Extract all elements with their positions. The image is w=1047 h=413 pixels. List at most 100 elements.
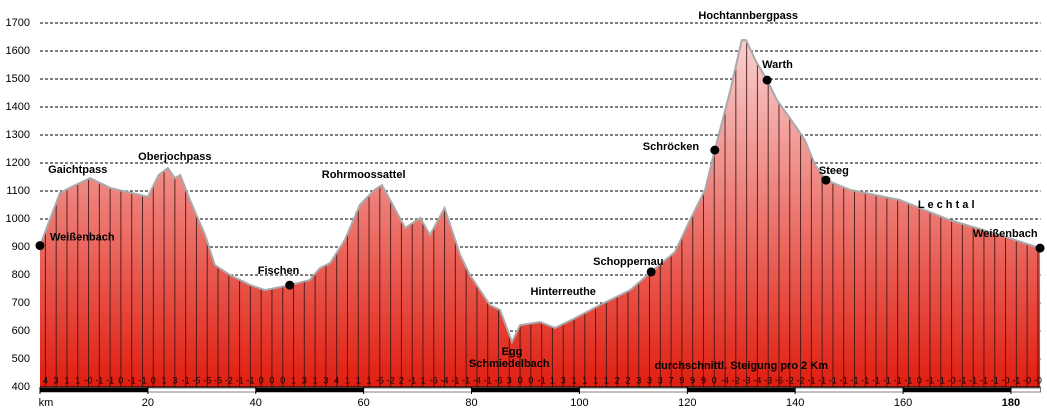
gradient-label: -1: [969, 375, 977, 385]
x-tick-label: 180: [1002, 397, 1020, 409]
axis-segment: [579, 387, 688, 393]
waypoint-label: Schoppernau: [593, 256, 663, 268]
gradient-label: 1: [593, 375, 598, 385]
gradient-label: -1: [451, 375, 459, 385]
x-tick-label: 20: [142, 397, 154, 409]
gradient-label: 3: [54, 375, 59, 385]
area-fill: [40, 40, 1041, 387]
y-tick-label: 1300: [6, 129, 30, 141]
gradient-label: 0: [259, 375, 264, 385]
y-tick-label: 600: [12, 325, 30, 337]
gradient-label: 9: [690, 375, 695, 385]
gradient-label: 3: [636, 375, 641, 385]
annotation: Hinterreuthe: [531, 286, 596, 298]
gradient-label: -0: [1002, 375, 1010, 385]
gradient-label: -4: [441, 375, 449, 385]
gradient-label: 1: [367, 375, 372, 385]
gradient-label: -1: [937, 375, 945, 385]
axis-segment: [471, 387, 580, 393]
gradient-label: -4: [753, 375, 761, 385]
gradient-label: 2: [615, 375, 620, 385]
y-tick-label: 1400: [6, 101, 30, 113]
gradient-label: 3: [647, 375, 652, 385]
gradient-label: -1: [95, 375, 103, 385]
y-tick-label: 500: [12, 353, 30, 365]
gradient-label: 1: [64, 375, 69, 385]
x-tick-label: km: [39, 397, 54, 409]
y-tick-label: 900: [12, 241, 30, 253]
gradient-label: -0: [1034, 375, 1042, 385]
gradient-label: -1: [807, 375, 815, 385]
y-tick-label: 800: [12, 269, 30, 281]
axis-segment: [902, 387, 1012, 393]
gradient-label: -1: [829, 375, 837, 385]
gradient-label: 1: [162, 375, 167, 385]
gradient-label: 0: [917, 375, 922, 385]
axis-segment: [363, 387, 472, 393]
gradient-label: 0: [118, 375, 123, 385]
gradient-label: -2: [786, 375, 794, 385]
axis-segment: [794, 387, 904, 393]
waypoint: [646, 267, 656, 277]
gradient-label: -1: [872, 375, 880, 385]
gradient-label: 3: [561, 375, 566, 385]
gradient-label: 2: [399, 375, 404, 385]
gradient-label: -3: [764, 375, 772, 385]
gradient-label: 1: [75, 375, 80, 385]
gradient-label: 0: [151, 375, 156, 385]
gradient-label: 7: [669, 375, 674, 385]
gradient-label: -1: [926, 375, 934, 385]
gradient-label: 3: [172, 375, 177, 385]
waypoint: [762, 75, 772, 85]
gradient-label: 0: [269, 375, 274, 385]
gradient-label: -5: [214, 375, 222, 385]
gradient-label: -5: [203, 375, 211, 385]
gradient-label: -1: [236, 375, 244, 385]
gradient-label: 1: [582, 375, 587, 385]
gradient-label: -1: [958, 375, 966, 385]
gradient-label: -4: [473, 375, 481, 385]
waypoint: [35, 241, 45, 251]
gradient-label: -0: [1023, 375, 1031, 385]
gradient-label: -1: [408, 375, 416, 385]
gradient-label: 1: [356, 375, 361, 385]
gradient-label: 1: [420, 375, 425, 385]
waypoint-label: Schröcken: [643, 141, 700, 153]
gradient-label: 0: [712, 375, 717, 385]
x-tick-label: 140: [786, 397, 804, 409]
gradient-label: -1: [182, 375, 190, 385]
annotation: Schmiedelbach: [469, 358, 550, 370]
gradient-label: -1: [991, 375, 999, 385]
gradient-label: -3: [743, 375, 751, 385]
axis-segment: [255, 387, 364, 393]
gradient-label: 3: [658, 375, 663, 385]
axis-segment: [147, 387, 257, 393]
x-tick-label: 60: [358, 397, 370, 409]
waypoint: [285, 280, 295, 290]
gradient-label: -0: [85, 375, 93, 385]
axis-segment: [1010, 387, 1041, 393]
x-tick-label: 120: [678, 397, 696, 409]
annotation: durchschnittl. Steigung pro 2 Km: [654, 360, 828, 372]
gradient-label: -1: [894, 375, 902, 385]
y-tick-label: 1600: [6, 45, 30, 57]
gradient-label: 3: [507, 375, 512, 385]
y-tick-label: 1200: [6, 157, 30, 169]
y-tick-label: 1000: [6, 213, 30, 225]
gradient-label: 3: [323, 375, 328, 385]
gradient-label: 9: [701, 375, 706, 385]
y-tick-label: 1100: [6, 185, 30, 197]
gradient-label: -2: [387, 375, 395, 385]
x-tick-label: 100: [570, 397, 588, 409]
gradient-label: -1: [128, 375, 136, 385]
gradient-label: -1: [246, 375, 254, 385]
gradient-label: -5: [192, 375, 200, 385]
gradient-label: -5: [376, 375, 384, 385]
gradient-label: -1: [1012, 375, 1020, 385]
gradient-label: -0: [948, 375, 956, 385]
gradient-label: -2: [732, 375, 740, 385]
gradient-label: 1: [572, 375, 577, 385]
gradient-label: -1: [484, 375, 492, 385]
x-tick-label: 80: [465, 397, 477, 409]
